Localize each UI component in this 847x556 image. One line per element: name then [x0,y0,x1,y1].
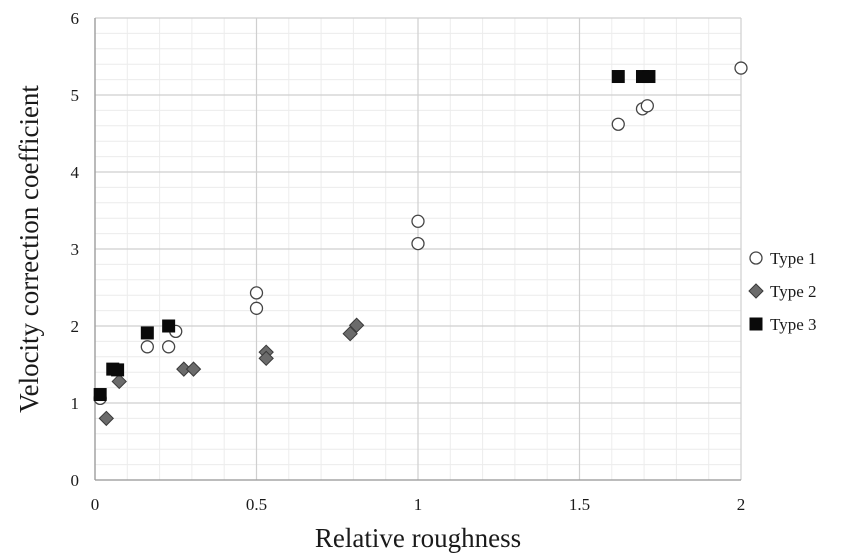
y-tick-label: 1 [71,394,80,413]
data-point [611,70,625,84]
data-point [411,236,425,251]
data-points [93,61,748,427]
legend-label: Type 1 [770,249,817,268]
data-point [93,388,107,402]
x-tick-label: 0 [91,495,100,514]
data-point [258,350,274,367]
data-point [734,61,748,75]
data-point [640,99,654,113]
x-tick-label: 1 [414,495,423,514]
data-point [162,319,176,333]
data-point [161,340,176,354]
legend-label: Type 2 [770,282,817,301]
data-point [140,326,154,340]
legend-marker [749,251,763,265]
data-point [249,286,264,300]
data-point [98,410,115,427]
x-tick-label: 0.5 [246,495,267,514]
data-point [611,117,625,131]
y-tick-label: 4 [71,163,80,182]
data-point [111,363,125,377]
data-point [342,325,358,342]
x-tick-label: 2 [737,495,746,514]
y-tick-label: 0 [71,471,80,490]
legend-label: Type 3 [770,315,817,334]
series-3 [93,70,656,402]
data-point [185,361,202,377]
y-axis-title: Velocity correction coefficient [14,85,44,413]
legend-item: Type 3 [749,315,817,334]
data-point [411,214,425,228]
data-point [348,317,365,333]
y-axis-tick-labels: 0 1 2 3 4 5 6 [71,9,80,490]
legend-marker [748,283,764,299]
x-axis-title: Relative roughness [315,523,521,553]
y-tick-label: 6 [71,9,80,28]
data-point [642,70,656,84]
y-tick-label: 2 [71,317,80,336]
axes [94,18,741,481]
legend-item: Type 1 [749,249,817,268]
data-point [140,340,154,354]
legend-marker [749,317,763,331]
series-2 [98,317,365,427]
x-tick-label: 1.5 [569,495,590,514]
legend-item: Type 2 [748,282,817,301]
legend: Type 1 Type 2 Type 3 [748,249,817,334]
data-point [111,373,127,390]
series-1 [93,61,748,406]
x-axis-tick-labels: 0 0.5 1 1.5 2 [91,495,746,514]
y-tick-label: 3 [71,240,80,259]
y-tick-label: 5 [71,86,80,105]
data-point [249,301,264,315]
